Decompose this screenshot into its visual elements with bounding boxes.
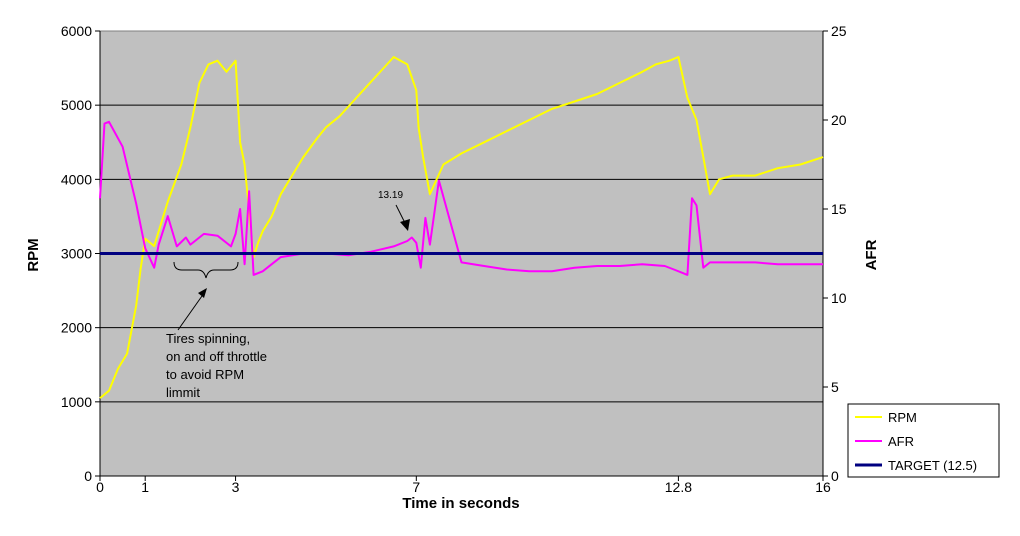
annotation-line-3: to avoid RPM: [166, 367, 244, 382]
x-axis-label: Time in seconds: [402, 495, 519, 512]
left-tick-label-6: 6000: [61, 23, 92, 39]
right-tick-label-3: 15: [831, 201, 847, 217]
x-tick-label-3: 7: [412, 479, 420, 495]
right-tick-label-0: 0: [831, 468, 839, 484]
legend-label-rpm: RPM: [888, 410, 917, 425]
left-y-axis-label: RPM: [25, 238, 42, 271]
series-line-afr: [99, 120, 823, 276]
x-tick-label-0: 0: [96, 479, 104, 495]
right-y-axis-label: AFR: [863, 239, 880, 270]
legend-label-afr: AFR: [888, 434, 914, 449]
left-tick-label-1: 1000: [61, 394, 92, 410]
annotation-tires-spinning: Tires spinning, on and off throttle to a…: [166, 261, 267, 400]
right-tick-label-2: 10: [831, 290, 847, 306]
left-y-axis: 0 1000 2000 3000 4000 5000 6000: [61, 23, 101, 484]
x-axis: 0 1 3 7 12.8 16: [96, 475, 831, 495]
annotation-arrow-head: [400, 219, 410, 231]
annotation-brace-arrow-head: [198, 288, 207, 298]
annotation-afr-value: 13.19: [378, 190, 410, 231]
x-tick-label-4: 12.8: [665, 479, 692, 495]
legend-label-target: TARGET (12.5): [888, 458, 977, 473]
series-line-rpm: [99, 56, 824, 399]
x-tick-label-1: 1: [141, 479, 149, 495]
annotation-brace: [173, 261, 239, 279]
legend: RPM AFR TARGET (12.5): [847, 403, 1000, 478]
right-y-axis: 0 5 10 15 20 25: [822, 23, 847, 484]
right-tick-label-5: 25: [831, 23, 847, 39]
right-tick-label-4: 20: [831, 112, 847, 128]
left-tick-label-4: 4000: [61, 171, 92, 187]
annotation-brace-arrow-line: [177, 295, 203, 331]
annotation-afr-value-text: 13.19: [378, 190, 403, 201]
annotation-line-1: Tires spinning,: [166, 331, 250, 346]
right-tick-label-1: 5: [831, 379, 839, 395]
annotation-arrow-line: [395, 204, 406, 224]
x-tick-label-5: 16: [815, 479, 831, 495]
series-group: [99, 56, 824, 399]
annotation-line-4: limmit: [166, 385, 200, 400]
annotation-line-2: on and off throttle: [166, 349, 267, 364]
left-tick-label-5: 5000: [61, 97, 92, 113]
left-tick-label-3: 3000: [61, 246, 92, 262]
x-tick-label-2: 3: [232, 479, 240, 495]
left-tick-label-0: 0: [84, 468, 92, 484]
left-tick-label-2: 2000: [61, 320, 92, 336]
